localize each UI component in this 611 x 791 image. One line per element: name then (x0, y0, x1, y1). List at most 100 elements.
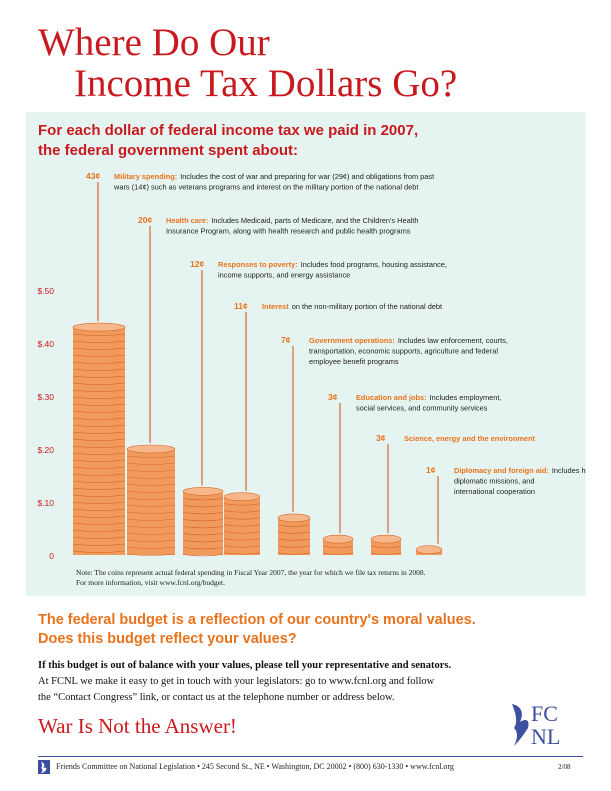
y-tick-label: $.20 (37, 445, 54, 455)
coin-edge-line (223, 510, 261, 513)
coin-stack-bar (182, 487, 224, 557)
coin-edge-line (126, 525, 176, 528)
coin-edge-line (182, 512, 224, 515)
bar-amount: 20¢ (138, 215, 152, 225)
coin-edge-line (72, 536, 126, 539)
coin-edge-line (72, 459, 126, 462)
coin-edge-line (182, 505, 224, 508)
title-line-1: Where Do Our (38, 21, 270, 64)
bar-description: Includes employment, (430, 393, 502, 402)
coin-stack-body (371, 539, 401, 555)
coin-edge-line (126, 483, 176, 486)
coin-edge-line (182, 554, 224, 557)
coin-edge-line (72, 494, 126, 497)
coin-edge-line (72, 445, 126, 448)
coin-edge-line (72, 501, 126, 504)
coin-stack-bar (223, 492, 261, 555)
coin-edge-line (126, 553, 176, 556)
subtitle-line-2: the federal government spent about: (38, 142, 299, 159)
coin-edge-line (126, 455, 176, 458)
coin-top (415, 545, 443, 555)
coin-edge-line (72, 466, 126, 469)
subtitle-line-1: For each dollar of federal income tax we… (38, 122, 419, 139)
coin-edge-line (126, 497, 176, 500)
fcnl-logo: FC NL (512, 701, 560, 748)
coin-top (182, 487, 224, 496)
bar-description: Includes Medicaid, parts of Medicare, an… (211, 216, 418, 225)
logo-line-1: FC (531, 701, 558, 726)
bar-annotation: 3¢ Science, energy and the environment (376, 433, 536, 443)
bar-amount: 43¢ (86, 171, 100, 181)
coin-edge-line (72, 389, 126, 392)
bar-description: Includes the cost of war and preparing f… (180, 172, 434, 181)
bar-description: Includes humanitarian aid, (552, 466, 586, 475)
coin-edge-line (322, 545, 354, 548)
coin-edge-line (72, 354, 126, 357)
bar-amount: 11¢ (234, 301, 248, 311)
bar-description: employee benefit programs (309, 357, 399, 366)
coin-chart: 0 $.10 $.20 $.30 $.40 $.50 43¢ Military spendin… (37, 171, 586, 561)
coin-edge-line (182, 498, 224, 501)
coin-edge-line (277, 531, 311, 534)
coin-edge-line (72, 452, 126, 455)
coin-edge-line (72, 529, 126, 532)
bar-heading: Interest (262, 302, 289, 311)
bar-annotation: 7¢ Government operations: Includes law enf… (281, 335, 508, 366)
bar-heading: Government operations: (309, 336, 395, 345)
coin-stack-body (278, 517, 310, 555)
chart-subtitle: For each dollar of federal income tax we… (38, 121, 478, 161)
title-line-2: Income Tax Dollars Go? (74, 62, 458, 105)
coin-edge-line (126, 546, 176, 549)
note-line-2: For more information, visit www.fcnl.org… (76, 578, 225, 587)
dove-icon (512, 704, 529, 746)
coin-stack-body (323, 539, 353, 555)
coin-edge-line (72, 403, 126, 406)
bar-description: diplomatic missions, and (454, 477, 535, 486)
coin-stack-bar (322, 534, 354, 555)
coin-edge-line (277, 524, 311, 527)
coin-edge-line (72, 396, 126, 399)
bar-description: Insurance Program, along with health res… (166, 227, 411, 236)
coin-edge-line (72, 487, 126, 490)
coin-edge-line (126, 511, 176, 514)
coin-stack-body (224, 496, 260, 555)
coin-stack-body (127, 449, 175, 555)
coin-edge-line (126, 504, 176, 507)
bar-amount: 3¢ (376, 433, 386, 443)
cta-line-2: At FCNL we make it easy to get in touch … (38, 676, 435, 687)
coin-edge-line (223, 545, 261, 548)
bar-annotation: 20¢ Health care: Includes Medicaid, parts … (138, 215, 419, 236)
bar-amount: 7¢ (281, 335, 291, 345)
coin-edge-line (182, 519, 224, 522)
bar-heading: Diplomacy and foreign aid: (454, 466, 549, 475)
bar-description: on the non-military portion of the natio… (292, 302, 442, 311)
coin-stack-bar (370, 534, 402, 555)
coin-edge-line (72, 417, 126, 420)
bar-amount: 12¢ (190, 259, 204, 269)
coin-edge-line (72, 522, 126, 525)
coin-edge-line (72, 333, 126, 336)
coin-edge-line (277, 552, 311, 555)
bar-heading: Military spending: (114, 172, 177, 181)
coin-edge-line (370, 545, 402, 548)
bar-amount: 3¢ (328, 392, 338, 402)
coin-edge-line (72, 361, 126, 364)
bar-description: wars (14¢) such as veterans programs and… (113, 183, 418, 192)
bar-heading: Responses to poverty: (218, 260, 298, 269)
page-title: Where Do Our Income Tax Dollars Go? (38, 22, 598, 104)
coin-edge-line (72, 515, 126, 518)
bar-annotation: 12¢ Responses to poverty: Includes food pr… (190, 259, 447, 280)
coin-edge-line (182, 547, 224, 550)
coin-top (322, 534, 354, 544)
bar-description: transportation, economic supports, agric… (309, 347, 498, 356)
coin-edge-line (182, 533, 224, 536)
coin-edge-line (72, 473, 126, 476)
coin-edge-line (72, 382, 126, 385)
values-heading: The federal budget is a reflection of ou… (38, 611, 558, 649)
coin-edge-line (223, 531, 261, 534)
coin-top (72, 322, 126, 332)
y-tick-label: $.50 (37, 286, 54, 296)
bar-heading: Science, energy and the environment (404, 434, 536, 443)
call-to-action: If this budget is out of balance with yo… (38, 658, 508, 706)
footer-contact: Friends Committee on National Legislatio… (56, 762, 454, 771)
